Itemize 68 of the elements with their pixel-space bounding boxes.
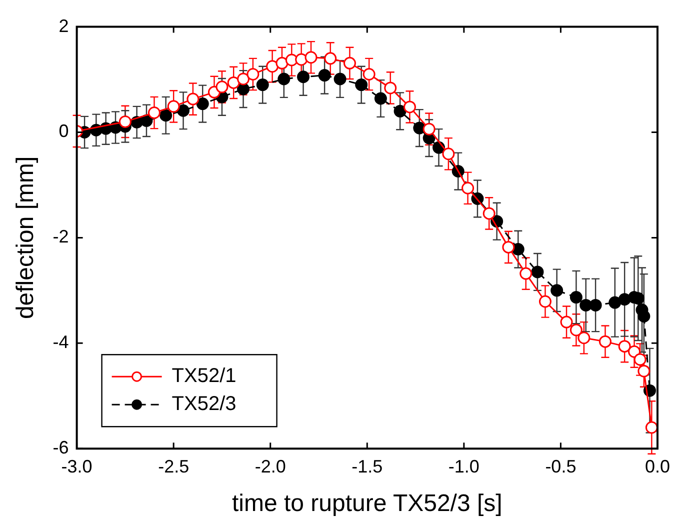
- point: [618, 340, 631, 353]
- point: [246, 68, 260, 81]
- legend-label: TX52/1: [172, 365, 236, 388]
- point: [216, 80, 228, 94]
- point: [324, 52, 337, 65]
- y-tick-label: -6: [52, 438, 69, 458]
- point: [550, 284, 564, 297]
- point: [355, 78, 368, 92]
- point: [374, 92, 387, 105]
- point: [334, 72, 346, 86]
- point: [318, 69, 331, 82]
- y-tick-label: 2: [58, 16, 69, 36]
- point: [118, 115, 132, 128]
- point: [196, 98, 209, 110]
- y-axis-title: deflection [mm]: [12, 156, 40, 320]
- point: [256, 78, 269, 92]
- point: [482, 207, 496, 220]
- point: [384, 82, 397, 94]
- point: [618, 293, 631, 306]
- point: [343, 56, 356, 70]
- x-tick-label: -2.0: [254, 456, 286, 476]
- point: [160, 109, 172, 122]
- point: [167, 100, 180, 113]
- point: [462, 182, 474, 194]
- x-tick-label: -1.5: [352, 456, 383, 476]
- point: [512, 243, 524, 256]
- point: [276, 56, 288, 70]
- point: [442, 148, 455, 160]
- point: [638, 364, 650, 378]
- point: [608, 296, 622, 309]
- x-tick-label: -0.5: [545, 456, 576, 476]
- point: [394, 104, 406, 118]
- point: [237, 72, 250, 86]
- point: [589, 298, 602, 312]
- point: [628, 345, 641, 358]
- x-axis-title: time to rupture TX52/3 [s]: [232, 490, 502, 518]
- y-tick-label: -4: [52, 332, 69, 352]
- point: [278, 72, 290, 86]
- point: [578, 332, 590, 344]
- x-tick-label: 0.0: [644, 456, 670, 476]
- point: [403, 100, 416, 114]
- x-tick-label: -1.0: [448, 456, 480, 476]
- point: [295, 53, 308, 66]
- point: [598, 335, 612, 348]
- point: [362, 68, 376, 81]
- point: [266, 60, 279, 73]
- y-tick-label: 0: [58, 121, 69, 142]
- point: [520, 267, 532, 280]
- point: [570, 324, 582, 336]
- point: [227, 76, 240, 89]
- point: [186, 92, 200, 106]
- point: [502, 240, 515, 254]
- point: [531, 266, 544, 278]
- point: [422, 122, 436, 136]
- x-tick-label: -2.5: [158, 456, 190, 476]
- point: [638, 310, 650, 323]
- point: [148, 106, 160, 119]
- x-tick-label: -3.0: [61, 456, 92, 476]
- point: [560, 316, 573, 328]
- point: [177, 104, 190, 117]
- point: [645, 421, 658, 434]
- point: [538, 295, 552, 308]
- point: [634, 353, 646, 366]
- y-tick-label: -2: [52, 226, 69, 247]
- point: [297, 70, 310, 84]
- point: [570, 291, 582, 304]
- legend-label: TX52/3: [172, 393, 236, 416]
- point: [304, 51, 318, 64]
